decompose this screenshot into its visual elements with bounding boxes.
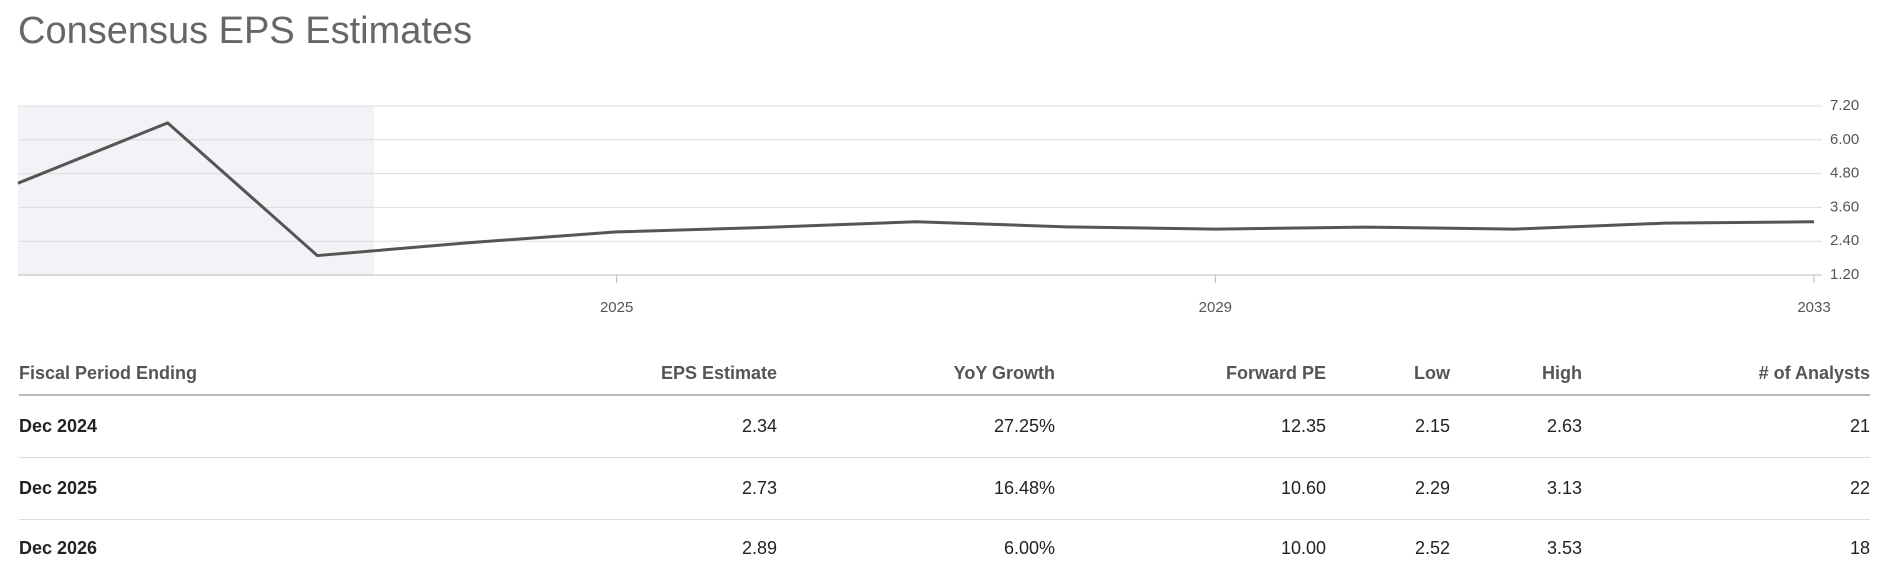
y-tick-label: 3.60 bbox=[1830, 198, 1859, 215]
y-tick-label: 7.20 bbox=[1830, 97, 1859, 114]
table-cell: 2.15 bbox=[1326, 395, 1450, 458]
table-cell: 16.48% bbox=[777, 457, 1055, 520]
y-tick-label: 2.40 bbox=[1830, 232, 1859, 249]
table-cell: 2.29 bbox=[1326, 457, 1450, 520]
table-cell: 2.63 bbox=[1450, 395, 1582, 458]
column-header: High bbox=[1450, 352, 1582, 396]
table-cell: 2.52 bbox=[1414, 537, 1450, 558]
chart: 1.20 2.40 3.60 4.80 6.00 7.20 2025 2029 2033 bbox=[17, 97, 1859, 316]
estimates-table: Fiscal Period Ending EPS Estimate YoY Grow… bbox=[19, 352, 1870, 576]
column-header: Low bbox=[1326, 352, 1450, 396]
x-tick-label: 2033 bbox=[1797, 299, 1830, 316]
table-cell: Dec 2024 bbox=[19, 395, 477, 458]
table-cell: Dec 2026 bbox=[19, 537, 98, 558]
table-cell: 10.60 bbox=[1055, 457, 1326, 520]
table-row: Dec 2024 2.34 27.25% 12.35 2.15 2.63 21 bbox=[19, 395, 1870, 458]
table-row: Dec 2026 2.89 6.00% 10.00 2.52 3.53 18 bbox=[19, 520, 1870, 576]
line-series bbox=[17, 121, 1815, 258]
column-header: Forward PE bbox=[1055, 352, 1326, 396]
header-row: Fiscal Period Ending EPS Estimate YoY Grow… bbox=[19, 352, 1870, 396]
y-tick-label: 4.80 bbox=[1830, 165, 1859, 182]
column-header: EPS Estimate bbox=[477, 352, 777, 396]
table-cell: 3.13 bbox=[1450, 457, 1582, 520]
table-cell: 3.53 bbox=[1546, 537, 1582, 558]
table-cell: Dec 2025 bbox=[19, 457, 477, 520]
table-cell: 22 bbox=[1582, 457, 1870, 520]
history-shade bbox=[18, 106, 374, 275]
column-header: Fiscal Period Ending bbox=[19, 352, 477, 396]
table-cell: 2.73 bbox=[477, 457, 777, 520]
table-cell: 2.89 bbox=[741, 537, 777, 558]
table-cell: 18 bbox=[1849, 537, 1870, 558]
x-tick-label: 2025 bbox=[600, 299, 633, 316]
table-cell: 10.00 bbox=[1280, 537, 1326, 558]
column-header: YoY Growth bbox=[777, 352, 1055, 396]
y-tick-label: 1.20 bbox=[1830, 266, 1859, 283]
column-header: # of Analysts bbox=[1582, 352, 1870, 396]
table-cell: 2.34 bbox=[477, 395, 777, 458]
page-title: Consensus EPS Estimates bbox=[18, 10, 473, 52]
table-row: Dec 2025 2.73 16.48% 10.60 2.29 3.13 22 bbox=[19, 457, 1870, 520]
table-cell: 12.35 bbox=[1055, 395, 1326, 458]
x-tick-label: 2029 bbox=[1199, 299, 1232, 316]
table-cell: 6.00% bbox=[1003, 537, 1055, 558]
table-cell: 21 bbox=[1582, 395, 1870, 458]
y-tick-label: 6.00 bbox=[1830, 131, 1859, 148]
table-cell: 27.25% bbox=[777, 395, 1055, 458]
